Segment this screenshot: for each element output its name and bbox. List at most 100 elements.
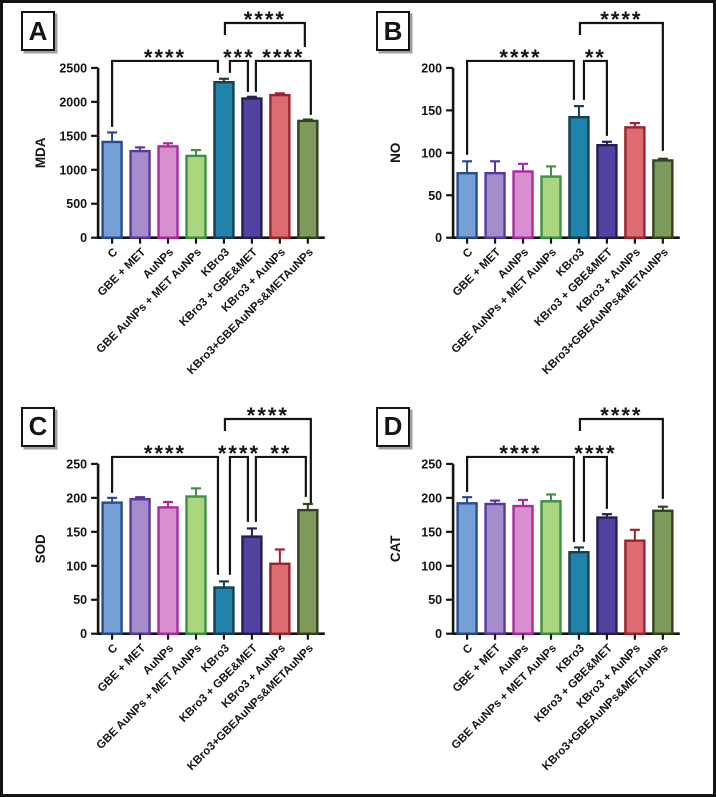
bar-kbro3-aunps	[269, 93, 291, 239]
significance-stars: ****	[218, 440, 260, 465]
bar-c	[101, 500, 123, 635]
y-tick-label: 50	[73, 593, 87, 607]
y-tick-label: 50	[428, 593, 442, 607]
significance-stars: ****	[262, 45, 304, 70]
bar-kbro3-aunps	[624, 126, 646, 239]
bar-gbe-aunps-met-aunps	[185, 154, 207, 239]
y-tick-label: 250	[421, 457, 442, 471]
bar-c	[101, 140, 123, 239]
panel-label-b: B	[376, 11, 410, 51]
panel-label-d: D	[376, 406, 410, 447]
chart-a-mda: **** *** ********05001000150020002500MDACG…	[33, 7, 325, 377]
y-tick-label: 200	[421, 61, 442, 75]
bar-aunps	[512, 170, 534, 239]
bar-kbro3	[213, 585, 235, 635]
bar-kbro3	[568, 550, 590, 635]
bar-kbro3-aunps	[269, 562, 291, 635]
bar-kbro3-gbeaunps-metaunps	[297, 119, 319, 239]
panel-label-a: A	[21, 11, 55, 51]
category-label-c: C	[106, 642, 120, 656]
bar-kbro3	[568, 115, 590, 239]
bar-gbe-aunps-met-aunps	[540, 499, 562, 635]
bar-c	[456, 501, 478, 635]
y-axis-title: MDA	[33, 137, 48, 168]
panel-c: C **** **** ** **** 0 50 100 150 200 250 SOD C GBE +…	[3, 399, 358, 795]
significance-bracket-c-vs-kbro3	[110, 455, 220, 575]
bar-kbro3-gbe-met	[596, 143, 618, 239]
panel-b: B **** ** **** 0 50 100 150 200 NO C GBE + MET AuNP…	[358, 3, 713, 399]
panel-d: D **** **** **** 0 50 100 150 200 250 CAT C GBE + M…	[358, 399, 713, 795]
significance-bracket-kbro3-vs-kbro3-gbeaunps-metaunps	[578, 417, 664, 499]
category-label-gbe-aunps-met-aunps: GBE AuNPs + MET AuNPs	[95, 246, 205, 356]
significance-stars: ****	[499, 45, 541, 70]
y-tick-label: 50	[428, 189, 442, 203]
category-label-c: C	[461, 246, 475, 260]
significance-stars: **	[270, 440, 291, 465]
significance-stars: ****	[144, 45, 186, 70]
y-tick-label: 2000	[59, 95, 87, 109]
bar-kbro3-gbe-met	[241, 97, 263, 239]
panel-label-c: C	[21, 406, 55, 447]
y-tick-label: 0	[435, 231, 442, 245]
significance-bracket-kbro3-gbe-met-vs-kbro3-gbeaunps-metaunps	[254, 59, 312, 115]
bar-c	[456, 171, 478, 239]
y-tick-label: 150	[66, 525, 87, 539]
bar-gbe-met	[484, 171, 506, 239]
bar-kbro3-gbeaunps-metaunps	[652, 509, 674, 635]
y-tick-label: 500	[66, 197, 87, 211]
significance-stars: ****	[247, 402, 289, 427]
significance-bracket-kbro3-vs-kbro3-gbeaunps-metaunps	[223, 21, 306, 47]
significance-bracket-c-vs-kbro3	[110, 59, 220, 127]
panel-a: A **** *** **** **** 0 500 1000 1500 2000 2500 MDA…	[3, 3, 358, 399]
bar-gbe-met	[484, 502, 506, 635]
category-label-gbe-aunps-met-aunps: GBE AuNPs + MET AuNPs	[450, 246, 560, 356]
bar-kbro3-gbeaunps-metaunps	[297, 508, 319, 635]
y-tick-label: 0	[80, 231, 87, 245]
y-tick-label: 100	[421, 559, 442, 573]
y-tick-label: 200	[421, 491, 442, 505]
bar-kbro3-gbe-met	[241, 534, 263, 635]
y-tick-label: 2500	[59, 61, 87, 75]
bar-gbe-aunps-met-aunps	[185, 494, 207, 635]
y-axis-title: SOD	[33, 533, 48, 562]
y-tick-label: 100	[66, 559, 87, 573]
bar-kbro3-gbe-met	[596, 515, 618, 635]
significance-bracket-kbro3-vs-kbro3-gbe-met	[228, 59, 250, 92]
significance-stars: **	[585, 45, 606, 70]
bar-gbe-met	[129, 497, 151, 635]
y-tick-label: 0	[435, 627, 442, 641]
bar-gbe-met	[129, 149, 151, 239]
y-axis-title: CAT	[388, 534, 403, 561]
category-label-c: C	[106, 246, 120, 260]
y-tick-label: 1500	[59, 129, 87, 143]
y-tick-label: 150	[421, 525, 442, 539]
bar-aunps	[157, 145, 179, 239]
significance-stars: ****	[600, 402, 642, 427]
y-tick-label: 100	[421, 146, 442, 160]
significance-stars: ****	[600, 7, 642, 32]
y-tick-label: 250	[66, 457, 87, 471]
bar-kbro3-aunps	[624, 538, 646, 635]
category-label-gbe-aunps-met-aunps: GBE AuNPs + MET AuNPs	[450, 642, 560, 752]
bar-gbe-aunps-met-aunps	[540, 175, 562, 239]
y-axis-title: NO	[388, 143, 403, 163]
y-tick-label: 0	[80, 627, 87, 641]
significance-stars: ***	[223, 45, 255, 70]
significance-bracket-kbro3-vs-kbro3-gbe-met	[228, 455, 250, 575]
significance-bracket-kbro3-vs-kbro3-gbe-met	[582, 455, 609, 542]
significance-stars: ****	[244, 7, 286, 32]
category-label-gbe-aunps-met-aunps: GBE AuNPs + MET AuNPs	[95, 642, 205, 752]
bar-kbro3-gbeaunps-metaunps	[652, 159, 674, 239]
significance-bracket-kbro3-gbe-met-vs-kbro3-gbeaunps-metaunps	[254, 455, 307, 522]
significance-bracket-c-vs-kbro3	[465, 455, 576, 542]
y-tick-label: 200	[66, 491, 87, 505]
significance-bracket-c-vs-kbro3	[465, 59, 576, 155]
bar-aunps	[512, 504, 534, 635]
y-tick-label: 150	[421, 104, 442, 118]
significance-bracket-kbro3-vs-kbro3-gbe-met	[582, 59, 609, 136]
significance-stars: ****	[144, 440, 186, 465]
